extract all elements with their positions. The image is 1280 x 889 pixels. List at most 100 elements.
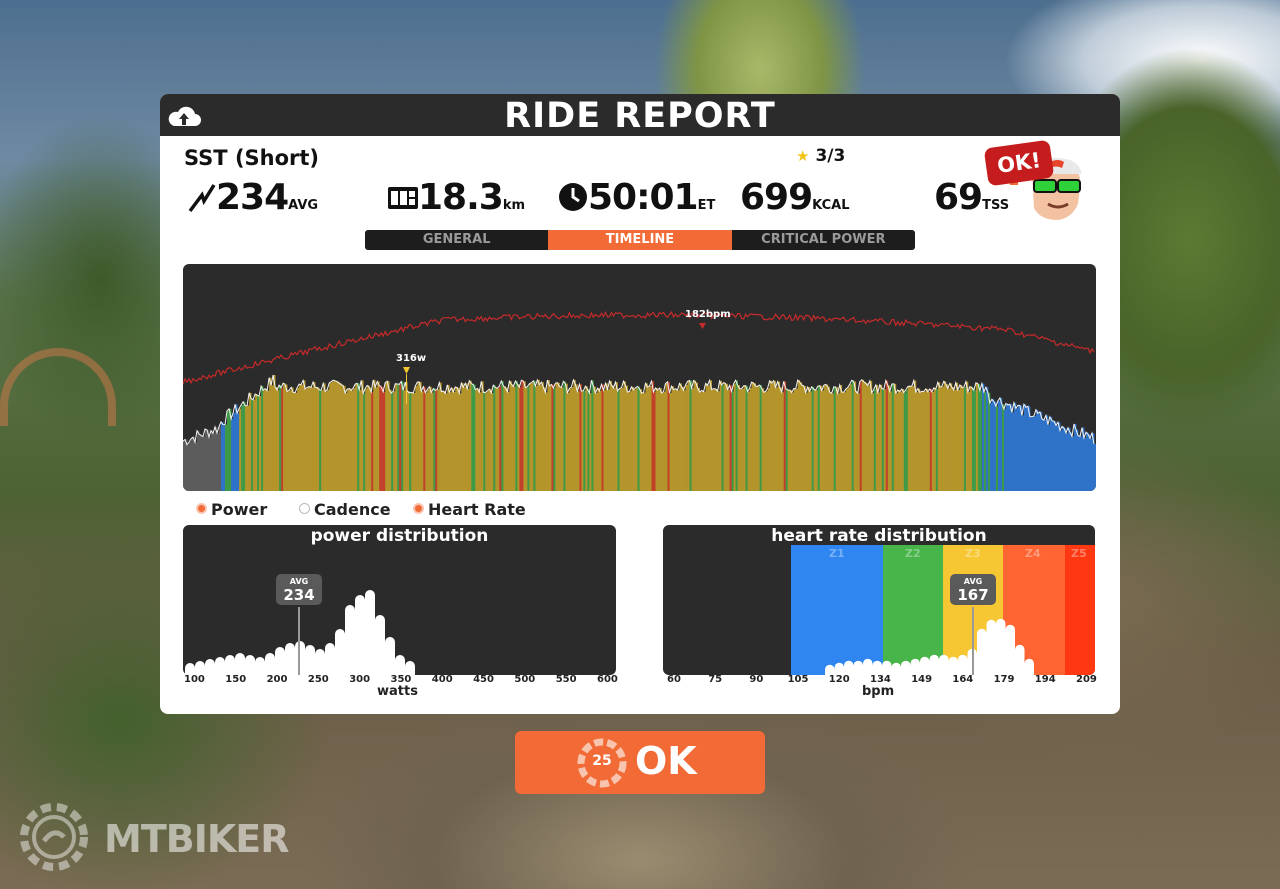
power-trace-bar <box>1003 409 1007 491</box>
power-trace-bar <box>969 386 973 491</box>
countdown-timer-icon <box>577 738 627 788</box>
power-trace-bar <box>675 388 678 491</box>
zone-label-z5: Z5 <box>1071 547 1087 560</box>
power-trace-bar <box>1094 444 1096 491</box>
power-trace-bar <box>949 383 953 491</box>
power-trace-bar <box>683 390 686 491</box>
power-trace-bar <box>705 383 708 491</box>
power-trace-bar <box>209 437 212 491</box>
power-trace-bar <box>439 382 442 491</box>
power-trace-bar <box>291 387 294 491</box>
tab-general[interactable]: GENERAL <box>365 230 549 250</box>
power-trace-bar <box>609 381 612 491</box>
power-trace-bar <box>1088 434 1091 491</box>
ok-button[interactable]: 25 OK <box>515 731 765 794</box>
power-trace-bar <box>459 393 462 491</box>
power-trace-bar <box>991 399 995 491</box>
power-trace-bar <box>737 385 740 491</box>
power-trace-bar <box>685 384 688 491</box>
cloud-upload-icon[interactable] <box>166 105 202 127</box>
stars-rating: ★ 3/3 <box>796 146 845 166</box>
legend-power[interactable]: Power <box>196 500 267 519</box>
power-trace-bar <box>903 392 907 491</box>
zone-label-z2: Z2 <box>905 547 921 560</box>
time-stat: 50:01ET <box>558 177 715 218</box>
power-trace-bar <box>1086 432 1089 491</box>
power-trace-bar <box>499 386 502 491</box>
power-trace-bar <box>743 385 746 491</box>
calories-unit: KCAL <box>812 198 850 213</box>
power-trace-bar <box>471 383 474 491</box>
tab-timeline[interactable]: TIMELINE <box>548 230 732 250</box>
power-trace-bar <box>701 390 704 491</box>
hr-avg-marker-value: 167 <box>957 586 989 604</box>
power-trace-bar <box>1080 436 1083 491</box>
power-trace-bar <box>821 390 825 491</box>
power-trace-bar <box>651 381 654 491</box>
power-trace-bar <box>995 406 999 491</box>
power-trace-bar <box>885 380 889 491</box>
power-trace-bar <box>963 387 967 491</box>
power-trace-bar <box>1066 432 1069 491</box>
power-trace-bar <box>479 392 482 491</box>
power-trace-bar <box>939 387 943 491</box>
power-trace-bar <box>595 392 598 491</box>
power-trace-bar <box>1074 424 1077 491</box>
power-trace-bar <box>255 394 258 491</box>
power-trace-bar <box>639 388 642 491</box>
power-trace-bar <box>371 392 374 491</box>
power-trace-bar <box>1013 402 1017 491</box>
power-trace-bar <box>613 388 616 491</box>
hr-distribution-bar <box>882 660 892 675</box>
power-trace-bar <box>1078 435 1081 491</box>
hr-distribution-plot <box>791 545 1095 675</box>
power-trace-bar <box>461 383 464 491</box>
watermark-text: MTBIKER <box>104 817 290 861</box>
power-trace-bar <box>541 382 544 491</box>
ok-button-label: OK <box>635 739 697 783</box>
power-trace-bar <box>933 387 937 491</box>
power-trace-bar <box>1092 433 1095 491</box>
power-trace-bar <box>523 381 526 491</box>
power-trace-bar <box>647 387 650 491</box>
power-trace-bar <box>891 384 895 491</box>
power-trace-bar <box>489 389 492 491</box>
power-trace-bar <box>217 433 220 491</box>
power-trace-bar <box>581 391 584 491</box>
power-trace-bar <box>739 388 742 491</box>
power-trace-bar <box>945 384 949 491</box>
power-distribution-bar <box>185 663 195 675</box>
power-trace-bar <box>319 389 322 491</box>
hr-distribution-chart: heart rate distribution Z1 Z2 Z3 Z4 Z5 A… <box>663 525 1095 675</box>
power-trace-bar <box>611 385 614 491</box>
legend-cadence[interactable]: Cadence <box>299 500 391 519</box>
power-distribution-bar <box>385 637 395 675</box>
axis-tick-label: 209 <box>1076 674 1097 685</box>
power-trace-bar <box>835 387 839 491</box>
power-trace-bar <box>623 381 626 491</box>
power-trace-bar <box>493 385 496 491</box>
axis-tick-label: 500 <box>514 674 536 685</box>
power-trace-bar <box>335 380 338 491</box>
power-trace-bar <box>365 388 368 491</box>
power-trace-bar <box>427 389 430 491</box>
power-trace-bar <box>389 389 392 491</box>
power-trace-bar <box>511 384 514 491</box>
power-trace-bar <box>1082 427 1085 491</box>
power-trace-bar <box>497 388 500 491</box>
power-bolt-icon <box>188 184 216 213</box>
power-trace-bar <box>233 412 236 491</box>
background-rainbow-arch <box>0 348 116 426</box>
legend-heart-rate[interactable]: Heart Rate <box>413 500 526 519</box>
power-distribution-bar <box>225 655 235 675</box>
power-trace-bar <box>605 383 608 491</box>
power-trace-bar <box>407 391 410 491</box>
power-trace-bar <box>855 391 859 491</box>
calories-value: 699 <box>740 177 813 218</box>
power-trace-bar <box>965 381 969 491</box>
time-value: 50:01 <box>588 177 699 218</box>
power-trace-bar <box>403 390 406 491</box>
tab-critical-power[interactable]: CRITICAL POWER <box>731 230 915 250</box>
power-trace-bar <box>271 385 274 491</box>
power-trace-bar <box>513 386 516 491</box>
